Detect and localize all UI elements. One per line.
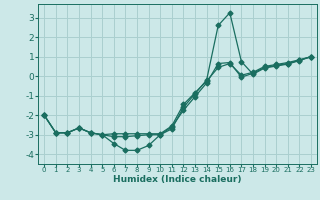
X-axis label: Humidex (Indice chaleur): Humidex (Indice chaleur): [113, 175, 242, 184]
